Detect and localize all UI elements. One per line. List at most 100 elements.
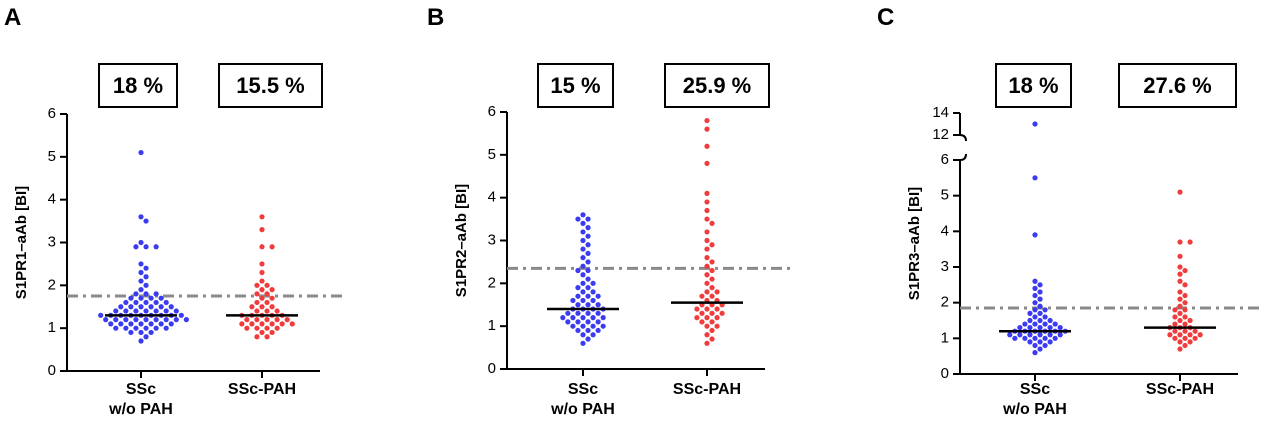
data-point bbox=[1047, 339, 1053, 345]
data-point bbox=[1007, 332, 1013, 338]
data-point bbox=[1027, 317, 1033, 324]
data-point bbox=[138, 214, 144, 220]
data-point bbox=[580, 255, 586, 261]
data-point bbox=[704, 340, 710, 346]
data-point bbox=[704, 306, 710, 312]
data-point bbox=[575, 267, 581, 274]
data-point bbox=[1182, 328, 1188, 334]
data-point bbox=[595, 302, 601, 308]
data-point bbox=[714, 306, 720, 312]
data-point bbox=[1177, 310, 1183, 316]
data-point bbox=[264, 282, 270, 288]
data-point bbox=[143, 334, 149, 340]
data-point bbox=[1177, 332, 1183, 338]
data-point bbox=[274, 317, 280, 323]
data-point bbox=[585, 302, 591, 308]
data-point bbox=[580, 263, 586, 269]
data-point bbox=[585, 267, 591, 274]
data-point bbox=[118, 304, 124, 310]
data-point bbox=[254, 299, 260, 306]
data-point bbox=[269, 295, 275, 301]
data-point bbox=[1172, 307, 1178, 313]
data-point bbox=[1037, 282, 1043, 288]
data-point bbox=[158, 304, 164, 310]
data-point bbox=[264, 291, 270, 297]
data-point bbox=[709, 242, 715, 248]
data-point bbox=[570, 323, 576, 329]
data-point bbox=[1042, 307, 1048, 313]
data-point bbox=[1032, 350, 1038, 356]
data-point bbox=[565, 310, 571, 316]
data-point bbox=[704, 117, 710, 124]
data-point bbox=[1037, 317, 1043, 324]
data-point bbox=[138, 278, 144, 284]
data-point bbox=[585, 310, 591, 316]
data-point bbox=[1177, 264, 1183, 270]
data-point bbox=[153, 325, 159, 331]
data-point bbox=[585, 233, 591, 239]
data-point bbox=[714, 289, 720, 295]
data-point bbox=[239, 321, 245, 327]
data-point bbox=[128, 321, 134, 327]
data-point bbox=[580, 323, 586, 329]
data-point bbox=[1042, 321, 1048, 327]
data-point bbox=[264, 325, 270, 331]
data-point bbox=[138, 287, 144, 293]
annotation-box: 15.5 % bbox=[218, 63, 323, 108]
data-point bbox=[259, 244, 265, 250]
y-tick-label: 2 bbox=[488, 274, 496, 291]
data-point bbox=[98, 312, 104, 318]
data-point bbox=[580, 237, 586, 244]
data-point bbox=[1177, 346, 1183, 352]
data-point bbox=[123, 308, 129, 314]
data-point bbox=[133, 317, 139, 323]
data-point bbox=[148, 321, 154, 327]
data-point bbox=[254, 325, 260, 331]
data-point bbox=[704, 216, 710, 222]
x-tick-label: SSc-PAH bbox=[227, 381, 297, 398]
data-point bbox=[123, 317, 129, 323]
data-point bbox=[153, 299, 159, 306]
data-point bbox=[709, 220, 715, 226]
data-point bbox=[173, 308, 179, 314]
data-point bbox=[123, 325, 129, 331]
data-point bbox=[704, 323, 710, 329]
data-point bbox=[585, 327, 591, 334]
y-tick-label: 6 bbox=[941, 151, 949, 168]
data-point bbox=[709, 259, 715, 265]
y-tick-label: 5 bbox=[488, 146, 496, 163]
data-point bbox=[138, 295, 144, 301]
y-tick-label: 1 bbox=[941, 329, 949, 346]
data-point bbox=[143, 218, 149, 224]
data-point bbox=[1022, 335, 1028, 341]
y-tick-label: 6 bbox=[48, 105, 56, 122]
data-point bbox=[580, 289, 586, 295]
data-point bbox=[580, 212, 586, 218]
x-tick-label: SSc w/o PAH bbox=[551, 381, 615, 418]
data-point bbox=[580, 297, 586, 304]
y-tick-label: 6 bbox=[488, 103, 496, 120]
data-point bbox=[704, 160, 710, 166]
data-point bbox=[143, 265, 149, 271]
data-point bbox=[1037, 289, 1043, 295]
data-point bbox=[570, 315, 576, 321]
data-point bbox=[254, 334, 260, 340]
data-point bbox=[1032, 232, 1038, 238]
data-point bbox=[699, 310, 705, 316]
data-point bbox=[1027, 310, 1033, 316]
data-point bbox=[138, 338, 144, 344]
data-point bbox=[590, 297, 596, 304]
data-point bbox=[118, 321, 124, 327]
data-point bbox=[595, 310, 601, 316]
x-tick-label: SSc-PAH bbox=[1145, 381, 1215, 398]
data-point bbox=[163, 325, 169, 331]
data-point bbox=[1027, 339, 1033, 345]
data-point bbox=[1172, 321, 1178, 327]
y-axis-label: S1PR3–aAb [BI] bbox=[906, 187, 923, 300]
data-point bbox=[590, 323, 596, 329]
data-point bbox=[704, 190, 710, 196]
data-point bbox=[585, 216, 591, 222]
x-tick-label: SSc w/o PAH bbox=[109, 381, 173, 418]
data-point bbox=[595, 319, 601, 325]
data-point bbox=[1172, 328, 1178, 334]
